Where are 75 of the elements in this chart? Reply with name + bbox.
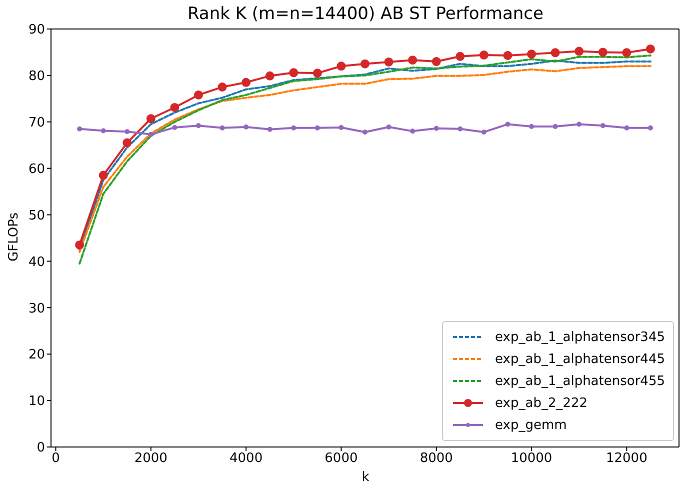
- point: [314, 125, 320, 130]
- point: [77, 126, 82, 132]
- point: [265, 71, 274, 80]
- x-axis-title: k: [360, 470, 370, 485]
- point: [124, 129, 130, 134]
- point: [172, 124, 178, 130]
- x-tick-label: 10000: [510, 451, 552, 466]
- point: [432, 57, 441, 66]
- point: [100, 128, 106, 134]
- point: [434, 126, 439, 131]
- y-tick-label: 90: [28, 22, 45, 38]
- point: [646, 44, 655, 54]
- y-tick-label: 70: [28, 116, 45, 131]
- legend-label: exp_ab_2_222: [495, 396, 588, 410]
- point: [527, 50, 536, 59]
- point: [360, 59, 370, 68]
- y-tick-label: 80: [28, 69, 45, 84]
- point: [458, 126, 463, 132]
- x-tick-label: 12000: [606, 451, 648, 466]
- y-tick-label: 50: [28, 208, 45, 224]
- point: [291, 125, 296, 130]
- point: [481, 130, 486, 135]
- y-tick-label: 30: [28, 301, 45, 316]
- point: [338, 124, 344, 130]
- point: [98, 170, 108, 180]
- point: [408, 56, 418, 65]
- point: [267, 126, 272, 132]
- legend-label: exp_ab_1_alphatensor345: [495, 330, 665, 344]
- point: [194, 90, 203, 100]
- point: [220, 125, 225, 130]
- point: [384, 57, 394, 66]
- point: [122, 138, 132, 148]
- x-tick-label: 8000: [420, 451, 453, 466]
- point: [505, 122, 510, 127]
- x-tick-label: 6000: [324, 451, 358, 466]
- point: [242, 78, 251, 87]
- point: [622, 48, 632, 58]
- point: [624, 125, 630, 130]
- x-tick-label: 0: [52, 451, 60, 466]
- point: [289, 68, 298, 78]
- point: [170, 102, 180, 112]
- point: [574, 46, 584, 56]
- point: [456, 52, 465, 61]
- y-axis-title: GFLOPs: [6, 212, 22, 262]
- x-tick-label: 4000: [230, 451, 263, 466]
- point: [600, 123, 606, 128]
- x-tick-label: 2000: [134, 451, 168, 466]
- point: [336, 62, 346, 71]
- point: [552, 124, 558, 130]
- point: [598, 48, 608, 57]
- point: [503, 50, 512, 60]
- legend-label: exp_ab_1_alphatensor455: [495, 374, 665, 388]
- point: [386, 124, 392, 130]
- point: [576, 122, 582, 127]
- y-tick-label: 60: [28, 162, 45, 177]
- legend-label: exp_ab_1_alphatensor445: [495, 352, 665, 366]
- y-tick-label: 20: [28, 348, 45, 363]
- point: [148, 132, 154, 137]
- point: [410, 128, 416, 134]
- point: [479, 50, 488, 60]
- point: [312, 68, 322, 78]
- point: [196, 123, 201, 128]
- chart-title: Rank K (m=n=14400) AB ST Performance: [186, 4, 544, 24]
- point: [75, 240, 84, 250]
- point: [244, 124, 249, 130]
- point: [362, 130, 368, 135]
- y-tick-label: 40: [28, 254, 45, 270]
- legend-label: exp_gemm: [495, 418, 567, 432]
- point: [550, 48, 560, 58]
- point: [146, 114, 156, 124]
- point: [648, 125, 653, 130]
- point: [529, 124, 534, 130]
- y-tick-label: 10: [28, 394, 45, 410]
- y-tick-label: 0: [36, 440, 45, 456]
- point: [218, 82, 227, 92]
